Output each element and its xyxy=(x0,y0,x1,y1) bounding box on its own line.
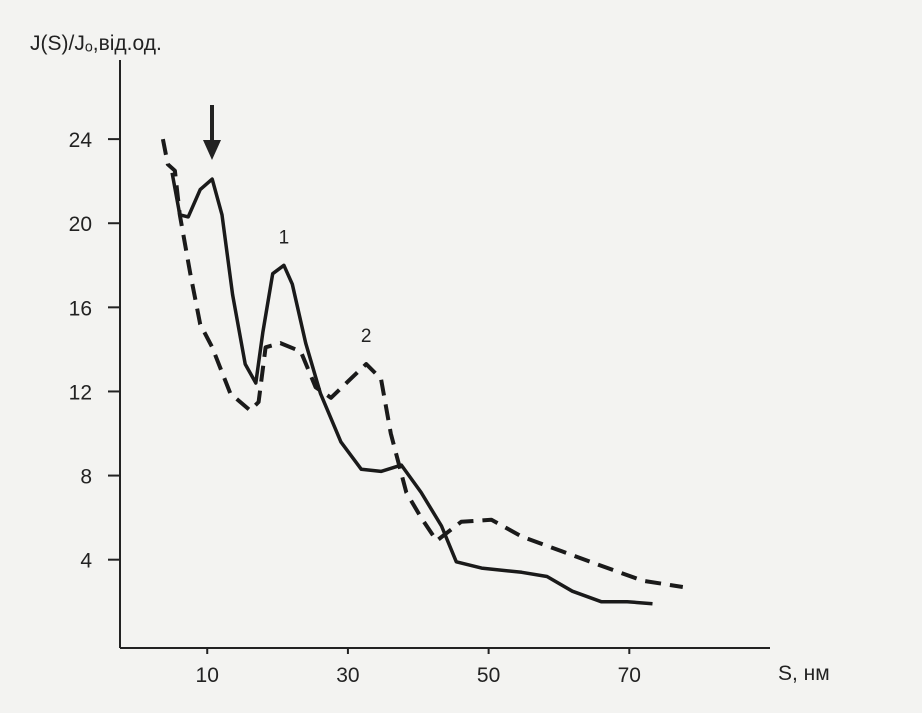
x-axis-label: S, нм xyxy=(778,662,830,685)
y-tick-label: 24 xyxy=(69,129,93,152)
x-tick-label: 30 xyxy=(336,664,359,687)
series-label: 1 xyxy=(279,227,290,248)
x-tick-label: 70 xyxy=(618,664,641,687)
y-tick-label: 4 xyxy=(80,550,92,573)
series-label: 2 xyxy=(361,326,372,347)
arrow xyxy=(203,105,221,160)
y-tick-label: 8 xyxy=(80,466,92,489)
y-tick-label: 12 xyxy=(69,381,92,404)
y-tick-label: 16 xyxy=(69,297,92,320)
x-tick-label: 50 xyxy=(477,664,500,687)
series-line xyxy=(170,172,653,606)
series-line xyxy=(160,138,684,589)
y-tick-label: 20 xyxy=(69,213,92,236)
y-axis-label: J(S)/Jₒ,від.од. xyxy=(30,32,162,55)
x-tick-label: 10 xyxy=(196,664,219,687)
